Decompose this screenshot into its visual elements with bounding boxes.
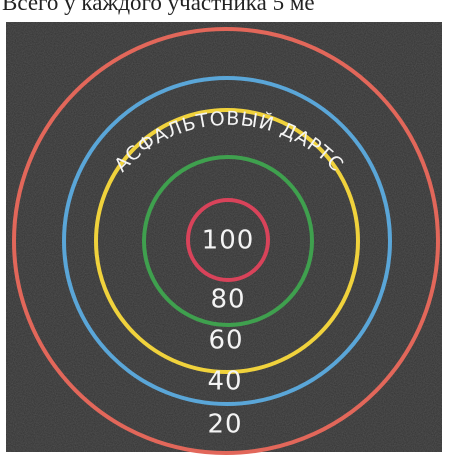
ring-label: 40 bbox=[207, 367, 242, 397]
caption: Всего у каждого участника 5 ме bbox=[2, 0, 315, 15]
board: АСФАЛЬТОВЫЙ ДАРТС 100 80 60 40 20 bbox=[6, 22, 442, 453]
ring-label: 20 bbox=[207, 410, 242, 440]
ring-label: 100 bbox=[202, 226, 255, 256]
ring-label: 80 bbox=[210, 285, 245, 315]
ring-label: 60 bbox=[208, 326, 243, 356]
page: Всего у каждого участника 5 ме АСФАЛЬТОВ… bbox=[0, 0, 449, 459]
